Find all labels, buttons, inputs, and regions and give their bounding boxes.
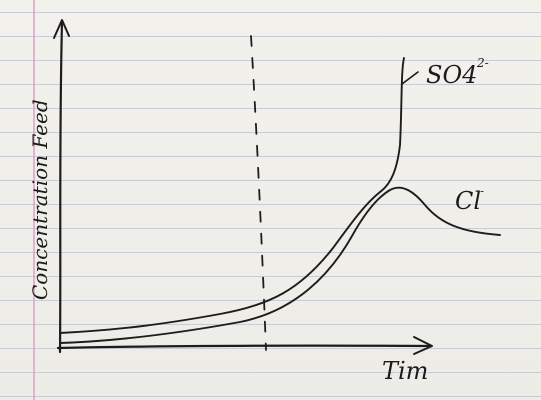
vertical-dashed-line: [250, 35, 267, 351]
x-axis-label-text: Tim: [382, 357, 428, 385]
y-axis-arrowhead: [53, 19, 70, 39]
x-axis-label: Tim: [382, 357, 428, 385]
ruled-line: [0, 180, 541, 181]
cl-charge-text: -: [480, 184, 484, 198]
ruled-line: [0, 156, 541, 157]
ruled-line: [0, 396, 541, 397]
ruled-line: [0, 12, 541, 13]
y-axis-label-text: Concentration Feed: [28, 99, 52, 300]
ruled-line: [0, 252, 541, 253]
x-axis: [56, 344, 432, 350]
so4-charge-text: 2-: [476, 56, 489, 70]
y-axis-label: Concentration Feed: [28, 99, 52, 300]
cl-charge: -: [480, 184, 484, 198]
ruled-line: [0, 228, 541, 229]
y-axis: [58, 20, 64, 354]
cl-main-text: Cl: [455, 187, 481, 215]
ruled-line: [0, 372, 541, 373]
ruled-line: [0, 348, 541, 349]
so4-leader-line: [401, 71, 419, 85]
ruled-line: [0, 36, 541, 37]
so4-main-text: SO4: [426, 61, 477, 89]
so4-label: SO4: [426, 61, 477, 89]
series-line-cl: [59, 186, 501, 344]
ruled-line: [0, 60, 541, 61]
so4-charge: 2-: [476, 56, 489, 70]
ruled-line: [0, 324, 541, 325]
x-axis-arrowhead: [413, 336, 433, 355]
ruled-line: [0, 276, 541, 277]
ruled-line: [0, 108, 541, 109]
ruled-line: [0, 204, 541, 205]
margin-line: [33, 0, 35, 400]
ruled-line: [0, 132, 541, 133]
cl-label: Cl: [455, 187, 481, 215]
series-line-so4: [59, 57, 405, 334]
ruled-line: [0, 84, 541, 85]
